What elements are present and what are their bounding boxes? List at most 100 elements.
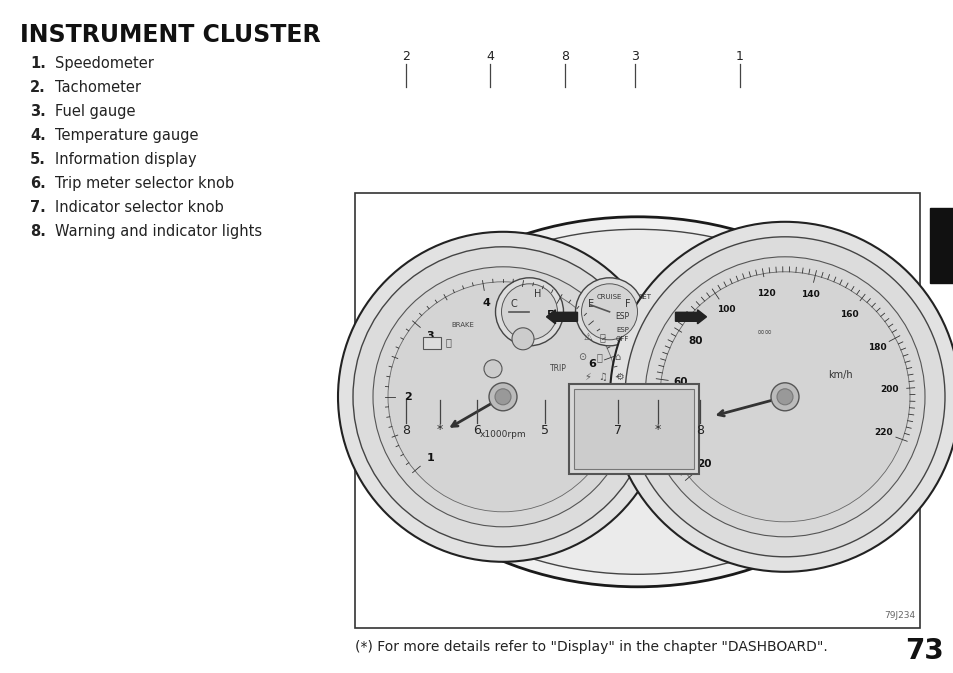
Text: Indicator selector knob: Indicator selector knob — [55, 200, 224, 215]
Text: 40: 40 — [676, 421, 691, 431]
Ellipse shape — [659, 272, 909, 522]
Text: 7.: 7. — [30, 200, 46, 215]
Text: ⓘ: ⓘ — [445, 336, 451, 347]
Ellipse shape — [388, 282, 618, 511]
Text: 7: 7 — [588, 424, 596, 434]
Text: 200: 200 — [880, 385, 898, 394]
Text: ∞∞: ∞∞ — [756, 327, 772, 336]
Bar — [355, 193, 919, 628]
Text: Ⓒ: Ⓒ — [596, 352, 601, 362]
Text: C: C — [510, 299, 517, 309]
Text: TRIP: TRIP — [549, 364, 566, 374]
Ellipse shape — [776, 389, 792, 404]
Text: 120: 120 — [757, 289, 776, 298]
Text: 3: 3 — [630, 50, 639, 63]
Ellipse shape — [385, 229, 889, 574]
Text: 60: 60 — [673, 377, 687, 387]
Bar — [929, 208, 953, 283]
Ellipse shape — [770, 383, 799, 411]
Text: CRUISE: CRUISE — [597, 294, 621, 299]
Bar — [569, 384, 699, 474]
Text: 6: 6 — [473, 423, 480, 437]
Text: BRAKE: BRAKE — [451, 322, 474, 328]
Ellipse shape — [353, 247, 652, 546]
Ellipse shape — [501, 284, 557, 340]
Text: SET: SET — [639, 294, 651, 299]
Ellipse shape — [495, 278, 563, 346]
Text: Temperature gauge: Temperature gauge — [55, 128, 198, 143]
Text: 6.: 6. — [30, 176, 46, 191]
Text: 140: 140 — [801, 291, 819, 299]
Text: 4: 4 — [485, 50, 494, 63]
Ellipse shape — [512, 328, 534, 350]
Text: 73: 73 — [904, 637, 943, 665]
Text: Speedometer: Speedometer — [55, 56, 153, 71]
FancyArrow shape — [546, 310, 577, 324]
Text: 20: 20 — [697, 459, 711, 469]
Text: Trip meter selector knob: Trip meter selector knob — [55, 176, 233, 191]
Text: 8: 8 — [696, 423, 703, 437]
Bar — [574, 389, 694, 469]
Text: 1: 1 — [736, 50, 743, 63]
Bar — [422, 336, 440, 349]
Text: 7: 7 — [614, 423, 621, 437]
Ellipse shape — [575, 278, 643, 346]
Ellipse shape — [581, 284, 637, 340]
Text: 8: 8 — [401, 423, 410, 437]
Text: 160: 160 — [840, 310, 858, 318]
Text: 2: 2 — [401, 50, 410, 63]
Ellipse shape — [624, 237, 944, 557]
Text: ⚡: ⚡ — [583, 371, 590, 382]
Text: 80: 80 — [688, 336, 702, 346]
Text: Tachometer: Tachometer — [55, 80, 141, 95]
Text: INSTRUMENT CLUSTER: INSTRUMENT CLUSTER — [20, 23, 320, 47]
Text: 2.: 2. — [30, 80, 46, 95]
Text: 79J234: 79J234 — [882, 611, 914, 620]
Text: 1.: 1. — [30, 56, 46, 71]
Text: 8: 8 — [560, 50, 568, 63]
Text: ♫: ♫ — [598, 371, 606, 382]
Text: Warning and indicator lights: Warning and indicator lights — [55, 224, 262, 239]
Ellipse shape — [373, 267, 633, 527]
Text: E: E — [588, 299, 594, 309]
Text: 100: 100 — [717, 306, 735, 314]
Ellipse shape — [609, 222, 953, 572]
Ellipse shape — [495, 389, 511, 404]
Text: 2: 2 — [404, 392, 412, 402]
FancyArrow shape — [675, 310, 706, 324]
Text: Ⓡ: Ⓡ — [598, 332, 605, 342]
Text: 6: 6 — [588, 359, 596, 369]
Ellipse shape — [372, 217, 902, 587]
Text: 5: 5 — [540, 423, 548, 437]
Text: km/h: km/h — [827, 369, 851, 380]
Text: F: F — [624, 299, 630, 309]
Text: Information display: Information display — [55, 152, 196, 167]
Text: OFF: OFF — [616, 336, 629, 342]
Text: 3.: 3. — [30, 104, 46, 119]
Text: 1: 1 — [426, 453, 434, 463]
Text: ⚠: ⚠ — [582, 332, 591, 342]
Text: 5.: 5. — [30, 152, 46, 167]
Ellipse shape — [644, 257, 924, 537]
Text: ⚙: ⚙ — [615, 371, 623, 382]
Ellipse shape — [483, 360, 501, 378]
Text: ESP: ESP — [615, 312, 629, 321]
Text: 4.: 4. — [30, 128, 46, 143]
Text: ⌂: ⌂ — [614, 352, 620, 362]
Text: 4: 4 — [482, 298, 490, 308]
Text: 3: 3 — [426, 330, 434, 341]
Text: x1000rpm: x1000rpm — [479, 430, 526, 439]
Text: *: * — [436, 423, 442, 437]
Text: ⊙: ⊙ — [578, 352, 586, 362]
Ellipse shape — [337, 232, 667, 562]
Text: Fuel gauge: Fuel gauge — [55, 104, 135, 119]
Text: (*) For more details refer to "Display" in the chapter "DASHBOARD".: (*) For more details refer to "Display" … — [355, 640, 827, 654]
Text: 180: 180 — [867, 343, 886, 352]
Text: 8.: 8. — [30, 224, 46, 239]
Text: 220: 220 — [874, 428, 892, 437]
Text: *: * — [654, 423, 660, 437]
Ellipse shape — [489, 383, 517, 411]
Text: H: H — [534, 289, 540, 299]
Text: 5: 5 — [546, 310, 554, 320]
Text: ESP: ESP — [616, 327, 628, 333]
